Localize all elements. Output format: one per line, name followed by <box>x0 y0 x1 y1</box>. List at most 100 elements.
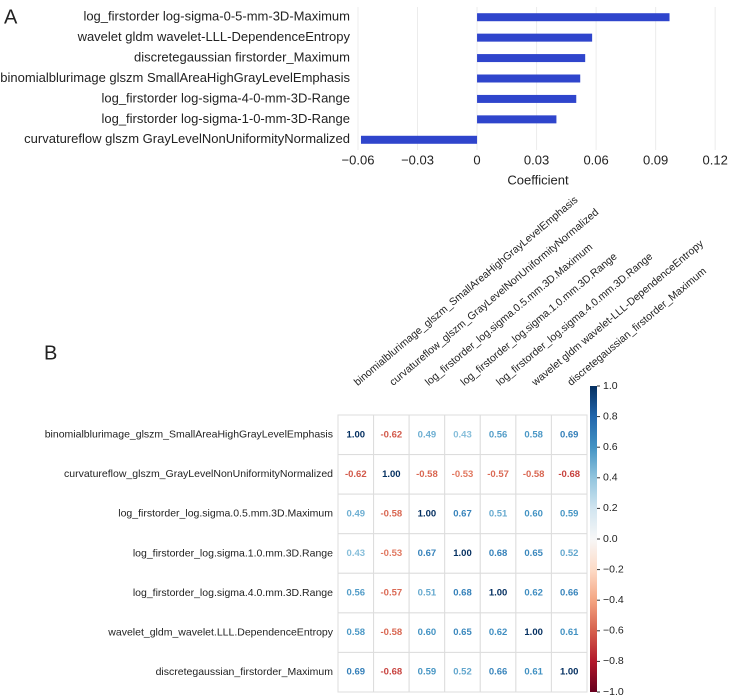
cell <box>550 414 588 456</box>
cell <box>479 572 517 614</box>
cell-value: 0.61 <box>560 627 579 638</box>
cell <box>444 572 481 614</box>
y-tick-label: log_firstorder log-sigma-0-5-mm-3D-Maxim… <box>83 9 350 24</box>
bar <box>477 33 593 42</box>
bar <box>477 115 557 124</box>
cell-value: 0.56 <box>489 429 508 440</box>
cell-value: 0.65 <box>524 548 543 559</box>
cell-value: 0.65 <box>453 627 472 638</box>
cell-value: 1.00 <box>453 548 472 559</box>
row-label: log_firstorder_log.sigma.0.5.mm.3D.Maxim… <box>118 508 333 520</box>
x-tick-label: −0.06 <box>342 152 375 167</box>
cell-value: 0.62 <box>524 588 543 599</box>
cell-value: 0.62 <box>489 627 508 638</box>
colorbar-tick-label: −0.8 <box>603 655 624 667</box>
cell <box>337 612 375 653</box>
cell-value: 0.51 <box>418 588 437 599</box>
cell-value: 0.69 <box>347 667 366 678</box>
cell <box>337 651 375 693</box>
y-tick-label: log_firstorder log-sigma-1-0-mm-3D-Range <box>101 111 350 126</box>
cell <box>408 651 446 693</box>
x-tick-label: 0 <box>473 152 480 167</box>
bar <box>477 74 581 83</box>
cell <box>479 414 517 456</box>
cell <box>515 612 552 653</box>
row-label: curvatureflow_glszm_GrayLevelNonUniformi… <box>64 468 333 480</box>
row-label: binomialblurimage_glszm_SmallAreaHighGra… <box>45 429 333 441</box>
cell <box>550 651 588 693</box>
cell-value: 0.52 <box>560 548 579 559</box>
cell-value: 0.43 <box>347 548 366 559</box>
cell <box>479 493 517 535</box>
cell-value: 1.00 <box>524 627 543 638</box>
cell <box>444 454 481 495</box>
cell-value: 0.68 <box>489 548 508 559</box>
cell-value: 0.60 <box>524 508 543 519</box>
row-label: log_firstorder_log.sigma.4.0.mm.3D.Range <box>133 587 333 599</box>
bar <box>360 135 478 144</box>
cell-value: 0.58 <box>347 627 366 638</box>
cell <box>444 612 481 653</box>
cell-value: 0.52 <box>453 667 472 678</box>
cell-value: 0.60 <box>418 627 437 638</box>
cell-value: -0.53 <box>452 469 474 480</box>
cell-value: 0.43 <box>453 429 472 440</box>
cell-value: -0.53 <box>381 548 403 559</box>
colorbar-tick-label: −1.0 <box>603 686 624 698</box>
cell-value: -0.58 <box>381 508 403 519</box>
bar <box>477 13 670 22</box>
cell <box>550 493 588 535</box>
row-label: log_firstorder_log.sigma.1.0.mm.3D.Range <box>133 547 333 559</box>
bar <box>477 54 586 63</box>
cell <box>373 493 410 535</box>
panel-label: A <box>4 6 18 28</box>
cell-value: 1.00 <box>382 469 401 480</box>
y-tick-label: wavelet gldm wavelet-LLL-DependenceEntro… <box>77 29 351 44</box>
cell-value: 0.56 <box>347 588 366 599</box>
x-tick-label: 0.12 <box>703 152 728 167</box>
cell <box>515 454 552 495</box>
x-tick-label: 0.06 <box>583 152 608 167</box>
y-tick-label: curvatureflow glszm GrayLevelNonUniformi… <box>24 131 350 146</box>
cell-value: 0.67 <box>453 508 472 519</box>
cell <box>408 414 446 456</box>
row-label: wavelet_gldm_wavelet.LLL.DependenceEntro… <box>107 626 333 638</box>
bar <box>477 94 577 103</box>
colorbar-tick-label: 0.6 <box>603 441 618 453</box>
colorbar <box>590 386 597 692</box>
cell-value: 1.00 <box>418 508 437 519</box>
cell-value: -0.58 <box>381 627 403 638</box>
cell-value: 0.49 <box>418 429 437 440</box>
colorbar-tick-label: −0.4 <box>603 594 624 606</box>
cell-value: 1.00 <box>560 667 579 678</box>
cell <box>373 612 410 653</box>
cell <box>373 572 410 614</box>
cell-value: -0.68 <box>381 667 403 678</box>
colorbar-tick-label: 0.0 <box>603 533 618 545</box>
cell-value: 0.67 <box>418 548 437 559</box>
cell-value: -0.57 <box>381 588 403 599</box>
y-tick-label: discretegaussian firstorder_Maximum <box>134 50 350 65</box>
cell-value: -0.62 <box>345 469 367 480</box>
cell <box>550 533 588 574</box>
cell <box>550 454 588 495</box>
cell-value: -0.58 <box>523 469 545 480</box>
colorbar-tick-label: −0.6 <box>603 625 624 637</box>
cell <box>408 493 446 535</box>
panel-label: B <box>44 342 57 364</box>
cell-value: -0.62 <box>381 429 403 440</box>
colorbar-tick-label: 1.0 <box>603 380 618 392</box>
colorbar-tick-label: 0.2 <box>603 502 618 514</box>
x-tick-label: 0.03 <box>524 152 549 167</box>
colorbar-tick-label: 0.8 <box>603 410 618 422</box>
cell-value: 0.68 <box>453 588 472 599</box>
cell <box>515 572 552 614</box>
cell-value: 0.66 <box>560 588 579 599</box>
cell-value: 0.59 <box>560 508 579 519</box>
cell-value: 0.58 <box>524 429 543 440</box>
cell-value: 0.49 <box>347 508 366 519</box>
cell-value: 1.00 <box>347 429 366 440</box>
cell-value: 1.00 <box>489 588 508 599</box>
x-tick-label: −0.03 <box>401 152 434 167</box>
